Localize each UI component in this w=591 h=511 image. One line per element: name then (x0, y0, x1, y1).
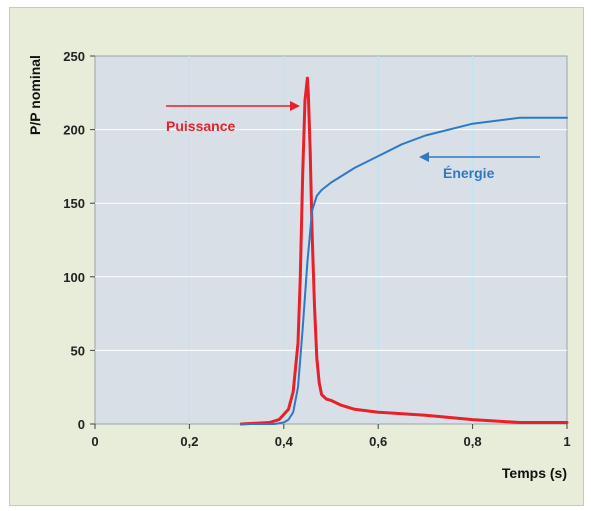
x-tick-labels: 0 0,2 0,4 0,6 0,8 1 (91, 424, 571, 449)
y-tick-label: 100 (63, 270, 85, 285)
x-tick-label: 0,8 (464, 434, 482, 449)
y-tick-labels: 0 50 100 150 200 250 (63, 49, 95, 432)
horizontal-gridlines (95, 129, 567, 351)
y-tick-label: 250 (63, 49, 85, 64)
y-tick-label: 200 (63, 123, 85, 138)
energie-line (240, 116, 568, 425)
plot-area (94, 55, 568, 425)
series-layer (239, 76, 569, 426)
y-axis-label: P/P nominal (27, 55, 43, 135)
x-tick-label: 0,4 (275, 434, 294, 449)
x-tick-label: 0 (91, 434, 98, 449)
y-tick-label: 0 (78, 417, 85, 432)
energie-annotation: Énergie (443, 165, 495, 181)
puissance-line (239, 76, 569, 426)
y-tick-label: 150 (63, 196, 85, 211)
puissance-annotation: Puissance (166, 118, 235, 134)
x-tick-label: 0,6 (369, 434, 387, 449)
vertical-gridlines (188, 56, 474, 424)
x-tick-label: 1 (563, 434, 570, 449)
x-tick-label: 0,2 (180, 434, 198, 449)
puissance-arrow-head (290, 101, 300, 111)
energie-arrow-head (419, 152, 429, 162)
x-axis-label: Temps (s) (502, 465, 567, 481)
y-tick-label: 50 (71, 343, 85, 358)
